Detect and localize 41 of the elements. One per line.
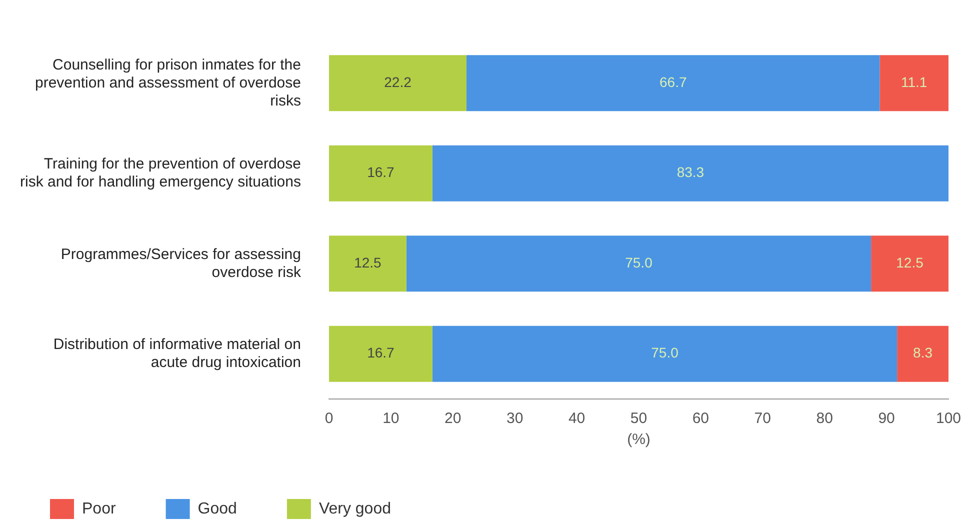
legend-label: Good bbox=[198, 500, 237, 518]
bar bbox=[432, 326, 898, 382]
data-label: 83.3 bbox=[676, 164, 704, 180]
x-tick-label: 70 bbox=[754, 410, 771, 428]
bar bbox=[880, 55, 948, 112]
legend-label: Very good bbox=[318, 500, 391, 518]
bar bbox=[328, 236, 406, 292]
x-tick-label: 30 bbox=[506, 410, 524, 428]
x-tick-label: 60 bbox=[692, 410, 710, 428]
x-tick-label: 0 bbox=[324, 410, 334, 428]
x-tick-label: 20 bbox=[444, 410, 462, 428]
bar bbox=[432, 145, 948, 202]
bar bbox=[466, 55, 880, 112]
y-tick-label: Programmes/Services for assessing overdose risk bbox=[60, 246, 302, 281]
x-tick-label: 10 bbox=[382, 410, 400, 428]
x-tick-label: 100 bbox=[936, 410, 961, 428]
bar bbox=[328, 55, 467, 112]
data-label: 22.2 bbox=[384, 74, 412, 90]
x-tick-label: 40 bbox=[568, 410, 586, 428]
bar bbox=[406, 236, 872, 292]
data-label: 75.0 bbox=[625, 254, 653, 270]
data-label: 66.7 bbox=[659, 74, 687, 90]
data-label: 12.5 bbox=[896, 254, 924, 270]
bar bbox=[328, 326, 432, 382]
bar bbox=[328, 145, 432, 202]
data-label: 16.7 bbox=[367, 344, 395, 361]
legend-label: Poor bbox=[82, 500, 116, 518]
data-label: 12.5 bbox=[354, 254, 382, 270]
data-label: 11.1 bbox=[900, 74, 928, 90]
data-label: 75.0 bbox=[651, 344, 679, 361]
bar bbox=[871, 236, 948, 292]
x-tick-label: 80 bbox=[816, 410, 833, 428]
x-axis-title: (%) bbox=[627, 431, 650, 448]
x-tick-label: 90 bbox=[878, 410, 895, 428]
y-tick-label: Distribution of informative material on acute drug intoxication bbox=[53, 336, 301, 372]
x-tick-label: 50 bbox=[630, 410, 648, 428]
y-tick-label: Training for the prevention of overdose risk and for handling emergency situations bbox=[20, 156, 301, 191]
data-label: 8.3 bbox=[913, 344, 933, 361]
data-label: 16.7 bbox=[367, 164, 395, 180]
y-tick-label: Counselling for prison inmates for the prevention and assessment of overdose risks bbox=[34, 56, 301, 110]
bar bbox=[897, 326, 948, 382]
